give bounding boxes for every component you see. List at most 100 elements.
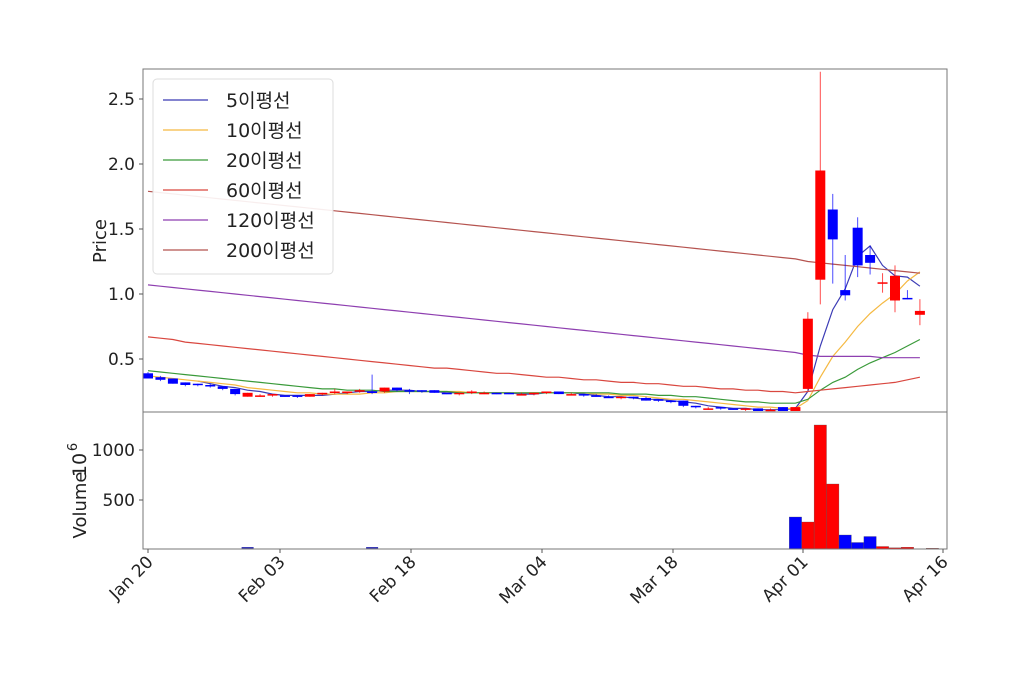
candle xyxy=(504,392,515,395)
candle xyxy=(765,408,776,412)
price-tick-label: 1.0 xyxy=(108,285,135,305)
candle xyxy=(180,382,191,387)
volume-bar xyxy=(813,424,827,550)
candle xyxy=(802,312,813,391)
candle xyxy=(703,407,714,410)
candle xyxy=(329,388,340,395)
candle xyxy=(914,299,925,326)
candle xyxy=(790,407,801,411)
price-tick-label: 0.5 xyxy=(108,350,135,370)
candle xyxy=(230,388,241,396)
candle xyxy=(541,391,552,395)
x-tick-label: Apr 16 xyxy=(898,552,952,606)
candle xyxy=(255,394,266,397)
candle xyxy=(441,392,452,395)
volume-bar xyxy=(838,534,852,550)
candle xyxy=(279,395,290,397)
candle xyxy=(865,245,876,275)
candle xyxy=(466,390,477,395)
candle xyxy=(491,392,502,395)
candle xyxy=(392,387,402,392)
candle xyxy=(379,387,390,393)
candle xyxy=(616,396,627,400)
legend-item-label: 60이평선 xyxy=(226,180,303,202)
candle xyxy=(753,408,764,411)
candle xyxy=(628,396,639,400)
candle xyxy=(852,217,863,278)
volume-tick-label: 500 xyxy=(103,491,135,511)
candle xyxy=(205,383,216,388)
candle xyxy=(665,400,676,404)
candle xyxy=(653,399,664,402)
candle xyxy=(528,392,539,396)
legend-item-label: 5이평선 xyxy=(226,90,291,112)
candle xyxy=(479,391,490,395)
candle xyxy=(292,395,303,398)
candle xyxy=(777,407,788,411)
volume-frame xyxy=(142,411,948,550)
legend-item-label: 10이평선 xyxy=(226,120,303,142)
candle xyxy=(578,394,589,397)
legend-box xyxy=(152,78,334,275)
candle xyxy=(416,390,427,393)
legend-item-label: 200이평선 xyxy=(226,240,315,262)
price-axis-label: Price xyxy=(90,219,111,263)
candle xyxy=(155,375,166,382)
candle xyxy=(902,290,913,300)
ma-line-4 xyxy=(147,284,920,359)
volume-bar xyxy=(851,542,865,550)
volume-axis-label: Volume xyxy=(70,472,91,539)
volume-bar xyxy=(801,521,815,550)
candle xyxy=(267,394,278,397)
candle xyxy=(304,394,315,397)
candle xyxy=(740,408,751,411)
candle xyxy=(217,386,228,391)
volume-bar xyxy=(789,516,802,550)
candle xyxy=(566,392,577,396)
candle xyxy=(591,394,602,397)
candle xyxy=(516,392,527,396)
candle xyxy=(367,374,378,395)
volume-panel xyxy=(241,424,939,550)
candle xyxy=(827,193,838,284)
candle xyxy=(454,392,465,396)
candle xyxy=(404,388,415,395)
candle xyxy=(143,372,153,379)
candle xyxy=(815,71,826,305)
candle xyxy=(715,407,726,410)
candle xyxy=(877,273,888,293)
candle xyxy=(890,265,900,313)
ma-line-3 xyxy=(147,336,921,394)
x-tick-label: Jan 20 xyxy=(105,552,158,605)
price-tick-label: 2.5 xyxy=(108,90,135,110)
volume-exponent-label: 10 6 xyxy=(66,443,91,477)
price-tick-label: 2.0 xyxy=(108,155,135,175)
candle xyxy=(641,396,651,401)
candle xyxy=(242,392,253,397)
x-tick-label: Feb 18 xyxy=(366,552,421,607)
candle xyxy=(678,400,689,408)
candle xyxy=(553,391,564,395)
price-tick-label: 1.5 xyxy=(108,220,135,240)
x-tick-label: Apr 01 xyxy=(758,552,812,606)
candle xyxy=(690,405,701,409)
candle xyxy=(429,390,440,393)
x-tick-label: Mar 04 xyxy=(496,552,552,608)
candle xyxy=(603,395,614,399)
x-tick-label: Feb 03 xyxy=(235,552,290,607)
candle xyxy=(354,388,365,393)
volume-tick-label: 1000 xyxy=(92,441,135,461)
candle xyxy=(192,383,203,387)
legend: 5이평선 10이평선 20이평선 60이평선 120이평선 200이평선 xyxy=(152,78,334,275)
legend-item-label: 120이평선 xyxy=(226,210,315,232)
candle xyxy=(342,391,353,395)
svg-text:6: 6 xyxy=(66,443,81,451)
svg-text:10: 10 xyxy=(69,453,91,477)
volume-bar xyxy=(863,536,877,550)
candle xyxy=(167,378,178,384)
volume-bar xyxy=(826,483,840,550)
candle xyxy=(317,392,328,396)
candle xyxy=(728,408,739,410)
candle xyxy=(840,255,851,301)
